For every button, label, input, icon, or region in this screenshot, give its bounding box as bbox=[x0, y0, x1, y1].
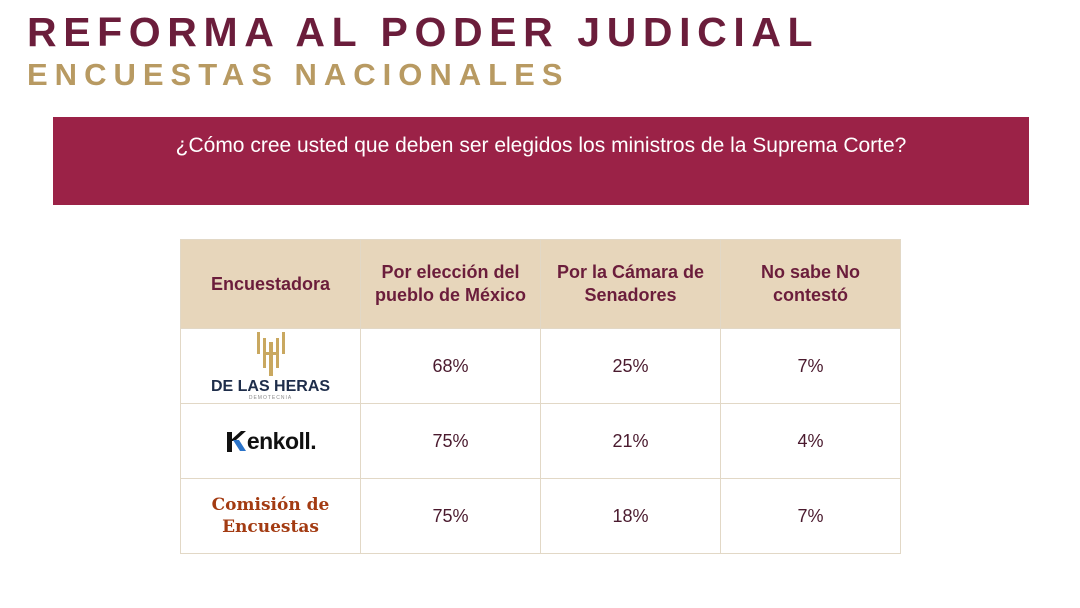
header-popular-election-text: Por elección del pueblo de México bbox=[374, 262, 527, 305]
header-senate-text: Por la Cámara de Senadores bbox=[556, 262, 705, 305]
table-header-row: Encuestadora Por elección del pueblo de … bbox=[180, 239, 901, 329]
value-popular-election: 68% bbox=[360, 328, 541, 404]
value-popular-election: 75% bbox=[360, 403, 541, 479]
pollster-cell: Comisión de Encuestas bbox=[180, 478, 361, 554]
pollster-cell: enkoll. bbox=[180, 403, 361, 479]
poll-results-table: Encuestadora Por elección del pueblo de … bbox=[180, 239, 901, 554]
question-text: ¿Cómo cree usted que deben ser elegidos … bbox=[175, 134, 907, 157]
header-popular-election: Por elección del pueblo de México bbox=[360, 239, 541, 329]
value-no-answer: 7% bbox=[720, 328, 901, 404]
header-senate: Por la Cámara de Senadores bbox=[540, 239, 721, 329]
question-banner: ¿Cómo cree usted que deben ser elegidos … bbox=[53, 117, 1029, 205]
pollster-subname: DEMOTECNIA bbox=[248, 394, 293, 401]
table-row: enkoll. 75% 21% 4% bbox=[180, 403, 901, 479]
pollster-name: Comisión de Encuestas bbox=[211, 495, 330, 537]
pollster-name: DE LAS HERAS bbox=[210, 377, 331, 395]
value-senate: 25% bbox=[540, 328, 721, 404]
value-no-answer: 7% bbox=[720, 478, 901, 554]
de-las-heras-logo-icon bbox=[256, 331, 285, 376]
table-row: Comisión de Encuestas 75% 18% 7% bbox=[180, 478, 901, 554]
page-subtitle: ENCUESTAS NACIONALES bbox=[27, 57, 570, 92]
enkoll-logo-icon bbox=[226, 431, 246, 452]
de-las-heras-logo: DE LAS HERAS DEMOTECNIA bbox=[210, 331, 331, 401]
value-popular-election: 75% bbox=[360, 478, 541, 554]
value-senate: 18% bbox=[540, 478, 721, 554]
header-pollster: Encuestadora bbox=[180, 239, 361, 329]
value-no-answer: 4% bbox=[720, 403, 901, 479]
value-senate: 21% bbox=[540, 403, 721, 479]
header-no-answer: No sabe No contestó bbox=[720, 239, 901, 329]
pollster-name: enkoll. bbox=[246, 427, 317, 454]
enkoll-logo: enkoll. bbox=[225, 427, 317, 455]
page-title: REFORMA AL PODER JUDICIAL bbox=[27, 9, 820, 55]
pollster-cell: DE LAS HERAS DEMOTECNIA bbox=[180, 328, 361, 404]
header-no-answer-text: No sabe No contestó bbox=[760, 262, 861, 305]
table-row: DE LAS HERAS DEMOTECNIA 68% 25% 7% bbox=[180, 328, 901, 404]
